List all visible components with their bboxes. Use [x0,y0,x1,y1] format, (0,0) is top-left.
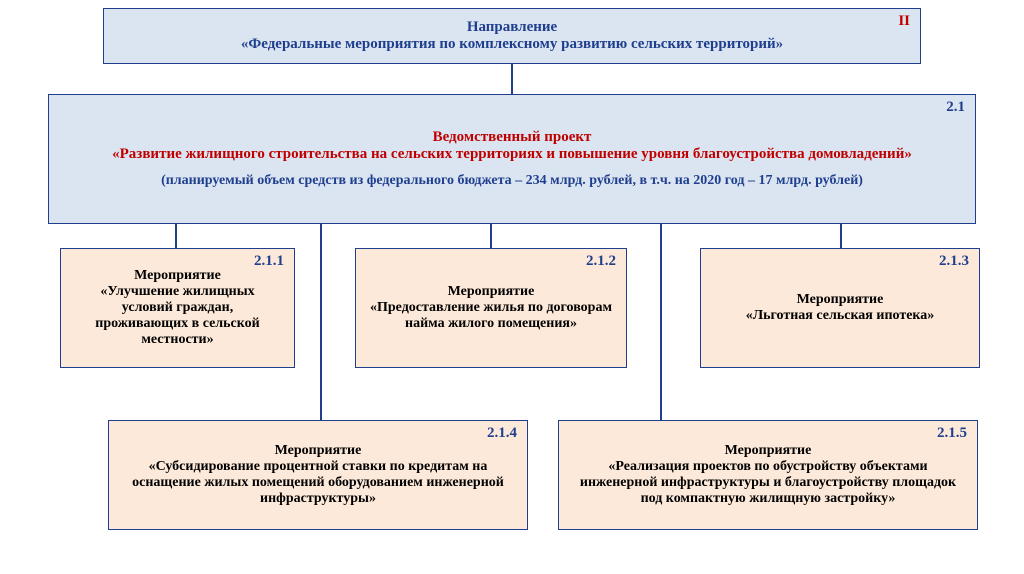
direction-title: Направление [118,19,906,36]
activity-3-badge: 2.1.3 [939,253,969,270]
project-budget: (планируемый объем средств из федерально… [99,173,925,189]
project-title: Ведомственный проект [99,129,925,146]
connector-line [840,224,842,248]
activity-2-label: Мероприятие [370,284,612,300]
activity-5-box: 2.1.5 Мероприятие «Реализация проектов п… [558,420,978,530]
project-box: 2.1 Ведомственный проект «Развитие жилищ… [48,94,976,224]
activity-2-text: «Предоставление жилья по договорам найма… [370,300,612,332]
activity-2-badge: 2.1.2 [586,253,616,270]
activity-3-text: «Льготная сельская ипотека» [715,308,965,324]
activity-4-label: Мероприятие [123,443,513,459]
activity-3-label: Мероприятие [715,292,965,308]
activity-1-text: «Улучшение жилищных условий граждан, про… [75,284,280,348]
connector-line [490,224,492,248]
connector-line [175,224,177,248]
connector-line [511,64,513,94]
activity-5-text: «Реализация проектов по обустройству объ… [573,459,963,507]
activity-1-badge: 2.1.1 [254,253,284,270]
direction-subtitle: «Федеральные мероприятия по комплексному… [118,36,906,53]
activity-1-label: Мероприятие [75,268,280,284]
activity-4-box: 2.1.4 Мероприятие «Субсидирование процен… [108,420,528,530]
activity-5-badge: 2.1.5 [937,425,967,442]
activity-4-text: «Субсидирование процентной ставки по кре… [123,459,513,507]
activity-4-badge: 2.1.4 [487,425,517,442]
direction-box: II Направление «Федеральные мероприятия … [103,8,921,64]
project-name: «Развитие жилищного строительства на сел… [99,146,925,163]
direction-badge: II [898,13,910,30]
connector-line [320,224,322,420]
activity-1-box: 2.1.1 Мероприятие «Улучшение жилищных ус… [60,248,295,368]
connector-line [660,224,662,420]
activity-2-box: 2.1.2 Мероприятие «Предоставление жилья … [355,248,627,368]
activity-5-label: Мероприятие [573,443,963,459]
project-badge: 2.1 [946,99,965,116]
activity-3-box: 2.1.3 Мероприятие «Льготная сельская ипо… [700,248,980,368]
